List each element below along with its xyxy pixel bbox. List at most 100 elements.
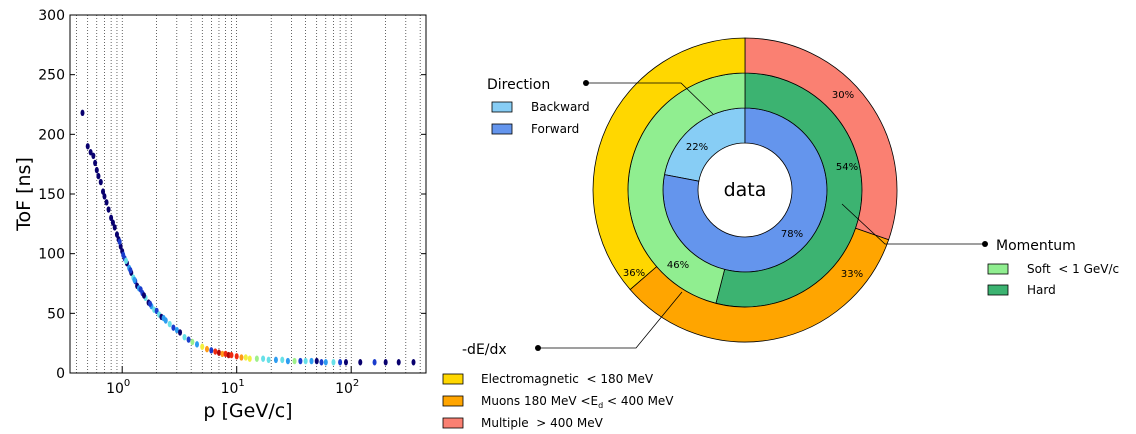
data-point [178, 329, 183, 336]
slice-label-forward: 78% [781, 229, 803, 240]
data-point [234, 353, 239, 360]
slice-label-multiple: 30% [832, 90, 854, 101]
y-tick-label: 150 [38, 187, 65, 203]
legend-swatch-hard [987, 284, 1009, 296]
legend-momentum: Momentum Soft < 1 GeV/c Hard [987, 238, 1119, 297]
data-point [88, 149, 93, 156]
data-point [220, 350, 225, 358]
slice-dedx-2 [592, 37, 746, 291]
legend-label-backward: Backward [531, 100, 590, 114]
data-point [358, 359, 363, 366]
data-point [106, 206, 111, 213]
x-axis-label: p [GeV/c] [203, 400, 292, 422]
data-point [285, 357, 290, 365]
legend-label-muons-sub: d [598, 401, 603, 410]
data-point [104, 199, 109, 206]
y-tick-label: 0 [56, 366, 65, 382]
legend-title-dedx: -dE/dx [462, 342, 507, 358]
data-point [85, 143, 90, 150]
legend-swatch-muons [442, 395, 464, 407]
legend-direction: Direction Backward Forward [487, 77, 590, 136]
data-point [132, 276, 137, 284]
data-point [124, 257, 129, 265]
data-point [223, 350, 228, 358]
data-point [204, 345, 209, 353]
data-point [117, 238, 122, 245]
data-point [247, 355, 252, 362]
data-point [331, 359, 336, 366]
data-point [226, 351, 231, 359]
data-point [280, 356, 285, 364]
data-point [148, 300, 153, 307]
y-tick-label: 100 [38, 247, 65, 263]
slice-label-hard: 54% [836, 162, 858, 173]
data-point [190, 338, 195, 346]
x-tick-label: 101 [221, 378, 245, 397]
data-point [93, 159, 98, 167]
data-point [167, 320, 172, 328]
data-point [292, 357, 297, 365]
data-point [101, 188, 106, 195]
data-point [396, 359, 401, 366]
legend-swatch-electromagnetic [442, 373, 464, 385]
data-point [128, 267, 133, 274]
data-point [303, 357, 308, 365]
y-tick-label: 50 [47, 306, 65, 322]
data-point [114, 231, 119, 238]
legend-label-forward: Forward [531, 122, 579, 136]
data-points [80, 109, 416, 366]
data-point [319, 359, 324, 366]
legend-swatch-backward [491, 101, 513, 113]
legend-title-direction: Direction [487, 77, 550, 93]
data-point [186, 336, 191, 343]
data-point [213, 348, 218, 355]
data-point [110, 219, 115, 226]
x-tick-label: 100 [106, 378, 130, 397]
data-point [309, 357, 314, 365]
slice-label-backward: 22% [686, 142, 708, 153]
slice-label-electromagnetic: 36% [623, 268, 645, 279]
data-point [94, 166, 99, 174]
leader-line-direction [586, 82, 714, 115]
plot-area [70, 15, 426, 373]
data-point [171, 324, 176, 331]
leader-dot-dedx [535, 345, 541, 351]
data-point [138, 286, 143, 293]
data-point [141, 292, 146, 299]
data-point [109, 214, 114, 222]
data-point [98, 178, 103, 186]
data-point [80, 109, 85, 117]
data-point [266, 356, 271, 364]
data-point [261, 355, 266, 362]
leader-dot-direction [583, 80, 589, 86]
data-point [239, 354, 244, 361]
leader-dot-momentum [982, 241, 988, 247]
center-label: data [724, 179, 767, 201]
donut-chart: data 22% 78% 54% 46% 30% 33% 36% [535, 37, 988, 351]
data-point [273, 356, 278, 364]
legend-label-electromagnetic: Electromagnetic < 180 MeV [481, 372, 654, 386]
data-point [194, 341, 199, 348]
data-point [298, 357, 303, 365]
data-point [229, 351, 234, 359]
data-point [96, 172, 101, 180]
data-point [91, 152, 96, 160]
legend-swatch-soft [987, 263, 1009, 275]
data-point [338, 359, 343, 366]
leader-line-momentum [841, 203, 985, 245]
donut-slices [592, 37, 898, 343]
y-axis-label: ToF [ns] [13, 157, 35, 232]
slice-label-muons: 33% [841, 269, 863, 280]
y-tick-label: 200 [38, 127, 65, 143]
data-point [243, 354, 248, 361]
y-tick-label: 300 [38, 8, 65, 24]
data-point [161, 314, 166, 322]
y-tick-label: 250 [38, 68, 65, 84]
data-point [314, 357, 319, 365]
legend-swatch-multiple [442, 417, 464, 429]
data-point [174, 326, 179, 334]
legend-title-momentum: Momentum [996, 238, 1076, 254]
slice-label-soft: 46% [667, 260, 689, 271]
data-point [254, 355, 259, 362]
